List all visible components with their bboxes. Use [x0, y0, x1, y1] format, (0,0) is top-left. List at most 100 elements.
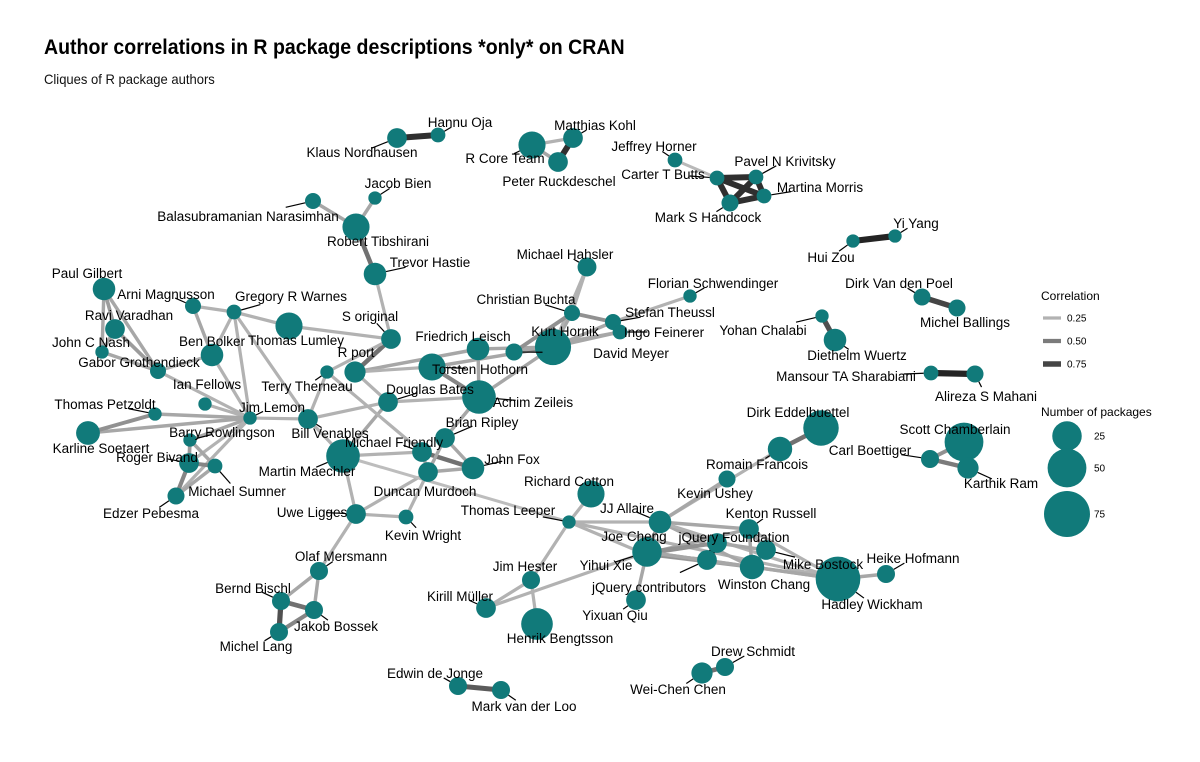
legend-packages-label: 75: [1094, 510, 1106, 521]
label-leader-matthias-kohl: [581, 129, 587, 134]
node-label-kirill-mu-ller: Kirill Müller: [427, 589, 494, 604]
node-label-gabor-grothendieck: Gabor Grothendieck: [78, 355, 200, 370]
node-label-yihui-xie: Yihui Xie: [580, 558, 633, 573]
label-leader-jim-lemon: [255, 410, 264, 416]
node-mike-bostock: [756, 540, 776, 560]
edge-thomas-leeper--hadley-wickham: [567, 520, 840, 581]
node-michel-lang: [269, 622, 289, 642]
node-yixuan-qiu: [626, 590, 646, 610]
label-leader-drew-schmidt: [732, 655, 745, 664]
label-leader-kevin-wright: [410, 521, 417, 529]
chart-title: Author correlations in R package descrip…: [44, 36, 625, 59]
node-r-port: [344, 361, 366, 383]
node-label-david-meyer: David Meyer: [593, 346, 669, 361]
node-david-meyer: [505, 343, 523, 361]
node-terry-therneau: [320, 365, 334, 379]
node-label-kenton-russell: Kenton Russell: [726, 506, 817, 521]
label-leader-michael-friendly: [403, 444, 413, 450]
node-barry-rowlingson: [183, 433, 197, 447]
node-label-carl-boettiger: Carl Boettiger: [829, 443, 912, 458]
node-dirk-eddelbuettel: [803, 410, 839, 446]
node-henrik-bengtsson: [521, 608, 553, 640]
node-matthias-kohl: [563, 128, 583, 148]
label-leader-michael-hahsler: [573, 258, 580, 263]
node-label-florian-schwendinger: Florian Schwendinger: [648, 276, 779, 291]
node-label-kevin-wright: Kevin Wright: [385, 528, 462, 543]
label-leader-edzer-pebesma: [158, 500, 170, 508]
edge-jim-lemon--thomas-petzoldt: [153, 412, 252, 420]
node-olaf-mersmann: [309, 561, 329, 581]
node-label-stefan-theussl: Stefan Theussl: [625, 305, 715, 320]
label-leader-jj-allaire: [635, 511, 650, 519]
edge-ravi-varadhan--gabor-grothendieck: [113, 327, 160, 373]
node-richard-cotton: [577, 480, 605, 508]
chart-subtitle: Cliques of R package authors: [44, 71, 215, 87]
node-label-edwin-de-jonge: Edwin de Jonge: [387, 666, 483, 681]
node-label-yohan-chalabi: Yohan Chalabi: [719, 323, 806, 338]
node-label-trevor-hastie: Trevor Hastie: [390, 255, 471, 270]
node-martin-maechler: [326, 439, 360, 473]
node-label-jim-lemon: Jim Lemon: [239, 400, 305, 415]
node-martina-morris: [756, 188, 772, 204]
node-label-martina-morris: Martina Morris: [777, 180, 864, 195]
node-kevin-wright: [398, 509, 414, 525]
node-yi-yang: [888, 229, 902, 243]
label-leader-hui-zou: [838, 244, 848, 252]
node-mark-van-der-loo: [491, 680, 511, 700]
node-label-mike-bostock: Mike Bostock: [783, 557, 864, 572]
node-label-michel-lang: Michel Lang: [220, 639, 293, 654]
node-florian-schwendinger: [683, 289, 697, 303]
legend-correlation-label: 0.50: [1067, 337, 1087, 348]
node-jacob-bien: [368, 191, 382, 205]
node-wei-chen-chen: [691, 662, 713, 684]
node-jim-hester: [521, 570, 541, 590]
node-label-john-c-nash: John C Nash: [52, 335, 130, 350]
node-ravi-varadhan: [105, 319, 125, 339]
node-label-achim-zeileis: Achim Zeileis: [493, 395, 574, 410]
node-klaus-nordhausen: [387, 128, 407, 148]
node-paul-gilbert: [92, 277, 116, 301]
node-label-jj-allaire: JJ Allaire: [600, 501, 654, 516]
node-brian-ripley: [435, 428, 455, 448]
label-leader-stefan-theussl: [620, 316, 641, 322]
node-michael-hahsler: [577, 257, 597, 277]
node-label-duncan-murdoch: Duncan Murdoch: [374, 484, 477, 499]
edge-uwe-ligges--olaf-mersmann: [317, 512, 358, 573]
node-yohan-chalabi: [815, 309, 829, 323]
node-karthik-ram: [957, 457, 979, 479]
node-heike-hofmann: [876, 564, 896, 584]
node-bernd-bischl: [271, 591, 291, 611]
node-label-drew-schmidt: Drew Schmidt: [711, 644, 795, 659]
node-label-romain-francois: Romain Francois: [706, 457, 808, 472]
node-s-original: [381, 329, 401, 349]
node-edzer-pebesma: [167, 487, 185, 505]
node-jeffrey-horner: [667, 152, 683, 168]
node-label-edzer-pebesma: Edzer Pebesma: [103, 506, 200, 521]
node-label-hannu-oja: Hannu Oja: [428, 115, 493, 130]
node-kevin-ushey: [718, 470, 736, 488]
edge-thomas-leeper--joe-cheng: [567, 520, 647, 556]
legend-correlation-title: Correlation: [1041, 289, 1100, 303]
node-label-thomas-leeper: Thomas Leeper: [461, 503, 556, 518]
label-leader-martina-morris: [771, 191, 792, 196]
node-label-jquery-contributors: jQuery contributors: [591, 580, 706, 595]
legend-correlation-label: 0.75: [1067, 360, 1087, 371]
node-mark-s-handcock: [721, 194, 739, 212]
label-leader-jacob-bien: [380, 187, 390, 195]
label-leader-edwin-de-jonge: [443, 677, 451, 683]
label-leader-achim-zeileis: [495, 397, 516, 401]
node-diethelm-wuertz: [823, 328, 847, 352]
node-duncan-murdoch: [418, 462, 438, 482]
edge-paul-gilbert--gabor-grothendieck: [102, 287, 160, 373]
label-leader-florian-schwendinger: [695, 287, 705, 294]
node-robert-tibshirani: [342, 213, 370, 241]
node-label-r-port: R port: [338, 345, 375, 360]
node-label-dirk-eddelbuettel: Dirk Eddelbuettel: [747, 405, 850, 420]
node-label-torsten-hothorn: Torsten Hothorn: [432, 362, 528, 377]
label-leader-bill-venables: [315, 423, 322, 429]
node-michael-friendly: [412, 442, 432, 462]
node-label-friedrich-leisch: Friedrich Leisch: [415, 329, 510, 344]
node-label-brian-ripley: Brian Ripley: [446, 415, 519, 430]
node-peter-ruckdeschel: [548, 152, 568, 172]
label-leader-heike-hofmann: [893, 562, 905, 570]
